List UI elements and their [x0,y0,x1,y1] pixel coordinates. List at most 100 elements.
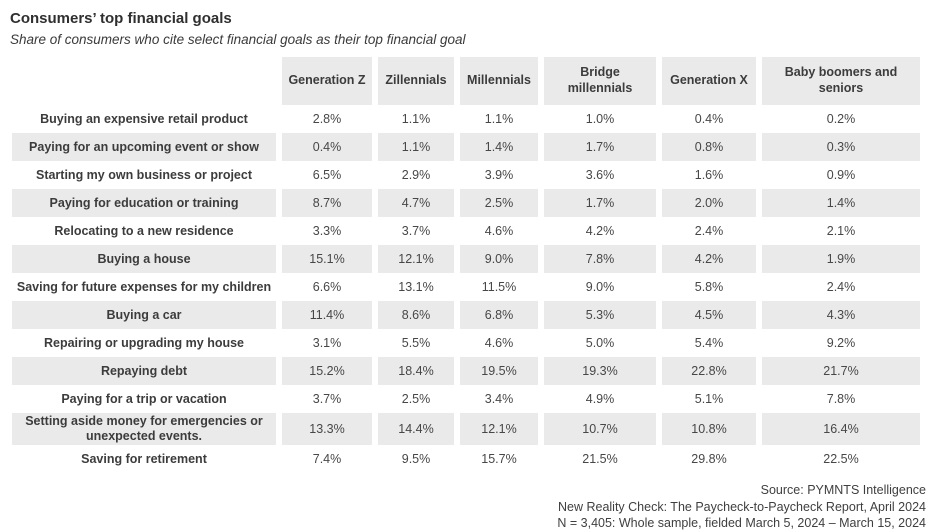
data-cell: 10.7% [544,413,656,445]
data-cell: 22.5% [823,451,859,466]
page-subtitle: Share of consumers who cite select finan… [10,32,466,47]
row-label: Saving for future expenses for my childr… [16,279,272,294]
table-row: Buying a house 15.1% 12.1% 9.0% 7.8% 4.2% 1.9% [12,245,920,273]
data-cell: 4.6% [484,223,514,238]
data-cell: 5.5% [401,335,431,350]
table-row: Paying for a trip or vacation 3.7% 2.5% 3.4… [12,385,920,413]
data-cell: 4.9% [585,391,615,406]
data-cell: 2.0% [662,189,756,217]
data-cell: 5.4% [694,335,724,350]
data-cell: 8.6% [378,301,454,329]
row-label: Repaying debt [12,357,276,385]
data-cell: 3.6% [585,167,615,182]
data-cell: 1.0% [585,111,615,126]
data-cell: 0.2% [826,111,856,126]
data-cell: 2.5% [401,391,431,406]
data-cell: 1.1% [484,111,514,126]
source-note: Source: PYMNTS Intelligence New Reality … [6,482,926,532]
data-cell: 21.7% [762,357,920,385]
data-cell: 4.2% [662,245,756,273]
report-title-line: New Reality Check: The Paycheck-to-Paych… [558,499,926,514]
data-cell: 1.1% [401,111,431,126]
data-cell: 1.6% [694,167,724,182]
data-cell: 1.4% [762,189,920,217]
page-title: Consumers’ top financial goals [10,10,232,27]
data-cell: 19.5% [460,357,538,385]
data-cell: 18.4% [378,357,454,385]
table-row: Buying an expensive retail product 2.8% 1.… [12,105,920,133]
data-cell: 22.8% [662,357,756,385]
row-label: Starting my own business or project [35,167,252,182]
column-header: Millennials [460,57,538,105]
data-cell: 3.7% [401,223,431,238]
data-cell: 4.6% [484,335,514,350]
data-cell: 9.0% [585,279,615,294]
data-cell: 29.8% [691,451,727,466]
data-cell: 5.0% [585,335,615,350]
data-cell: 0.4% [282,133,372,161]
data-cell: 3.7% [312,391,342,406]
data-cell: 2.5% [460,189,538,217]
data-cell: 9.0% [460,245,538,273]
data-cell: 6.8% [460,301,538,329]
column-header: Zillennials [378,57,454,105]
data-cell: 5.8% [694,279,724,294]
data-cell: 14.4% [378,413,454,445]
data-cell: 21.5% [582,451,618,466]
table-row: Starting my own business or project 6.5% 2… [12,161,920,189]
data-cell: 1.1% [378,133,454,161]
column-header: Baby boomers and seniors [762,57,920,105]
table-row: Paying for an upcoming event or show 0.4%… [12,133,920,161]
data-cell: 1.7% [544,189,656,217]
report-figure: Consumers’ top financial goals Share of … [6,10,928,532]
data-cell: 1.4% [460,133,538,161]
column-header: Bridge millennials [544,57,656,105]
table-header-row: Generation Z Zillennials Millennials Bridge… [12,57,920,105]
row-label: Saving for retirement [81,451,207,466]
row-label: Buying an expensive retail product [40,111,248,126]
data-cell: 4.3% [762,301,920,329]
data-cell: 13.3% [282,413,372,445]
table-row: Saving for retirement 7.4% 9.5% 15.7% 21.5% 2… [12,445,920,473]
row-label: Paying for education or training [12,189,276,217]
data-cell: 4.2% [585,223,615,238]
column-header: Generation X [662,57,756,105]
data-cell: 3.9% [484,167,514,182]
data-cell: 2.1% [826,223,856,238]
data-cell: 8.7% [282,189,372,217]
data-cell: 16.4% [762,413,920,445]
corner-cell [12,57,276,105]
data-cell: 9.5% [401,451,431,466]
data-cell: 1.9% [762,245,920,273]
data-cell: 0.4% [694,111,724,126]
data-cell: 6.6% [312,279,342,294]
row-label: Repairing or upgrading my house [43,335,245,350]
data-cell: 12.1% [378,245,454,273]
data-cell: 4.7% [378,189,454,217]
data-cell: 5.1% [694,391,724,406]
data-cell: 13.1% [398,279,434,294]
data-cell: 7.8% [826,391,856,406]
data-cell: 2.8% [312,111,342,126]
table-row: Repairing or upgrading my house 3.1% 5.5% 4… [12,329,920,357]
row-label: Buying a house [12,245,276,273]
data-cell: 2.4% [694,223,724,238]
data-cell: 11.5% [481,279,517,294]
sample-line: N = 3,405: Whole sample, fielded March 5… [557,516,926,530]
financial-goals-table: Generation Z Zillennials Millennials Bridge… [6,57,926,473]
table-row: Saving for future expenses for my childr… [12,273,920,301]
data-cell: 10.8% [662,413,756,445]
data-cell: 12.1% [460,413,538,445]
data-cell: 0.9% [826,167,856,182]
data-cell: 15.7% [481,451,517,466]
data-cell: 11.4% [282,301,372,329]
data-cell: 15.2% [282,357,372,385]
row-label: Buying a car [12,301,276,329]
column-header: Generation Z [282,57,372,105]
source-line: Source: PYMNTS Intelligence [760,483,926,497]
data-cell: 6.5% [312,167,342,182]
data-cell: 4.5% [662,301,756,329]
data-cell: 19.3% [544,357,656,385]
data-cell: 3.4% [484,391,514,406]
row-label: Relocating to a new residence [54,223,234,238]
